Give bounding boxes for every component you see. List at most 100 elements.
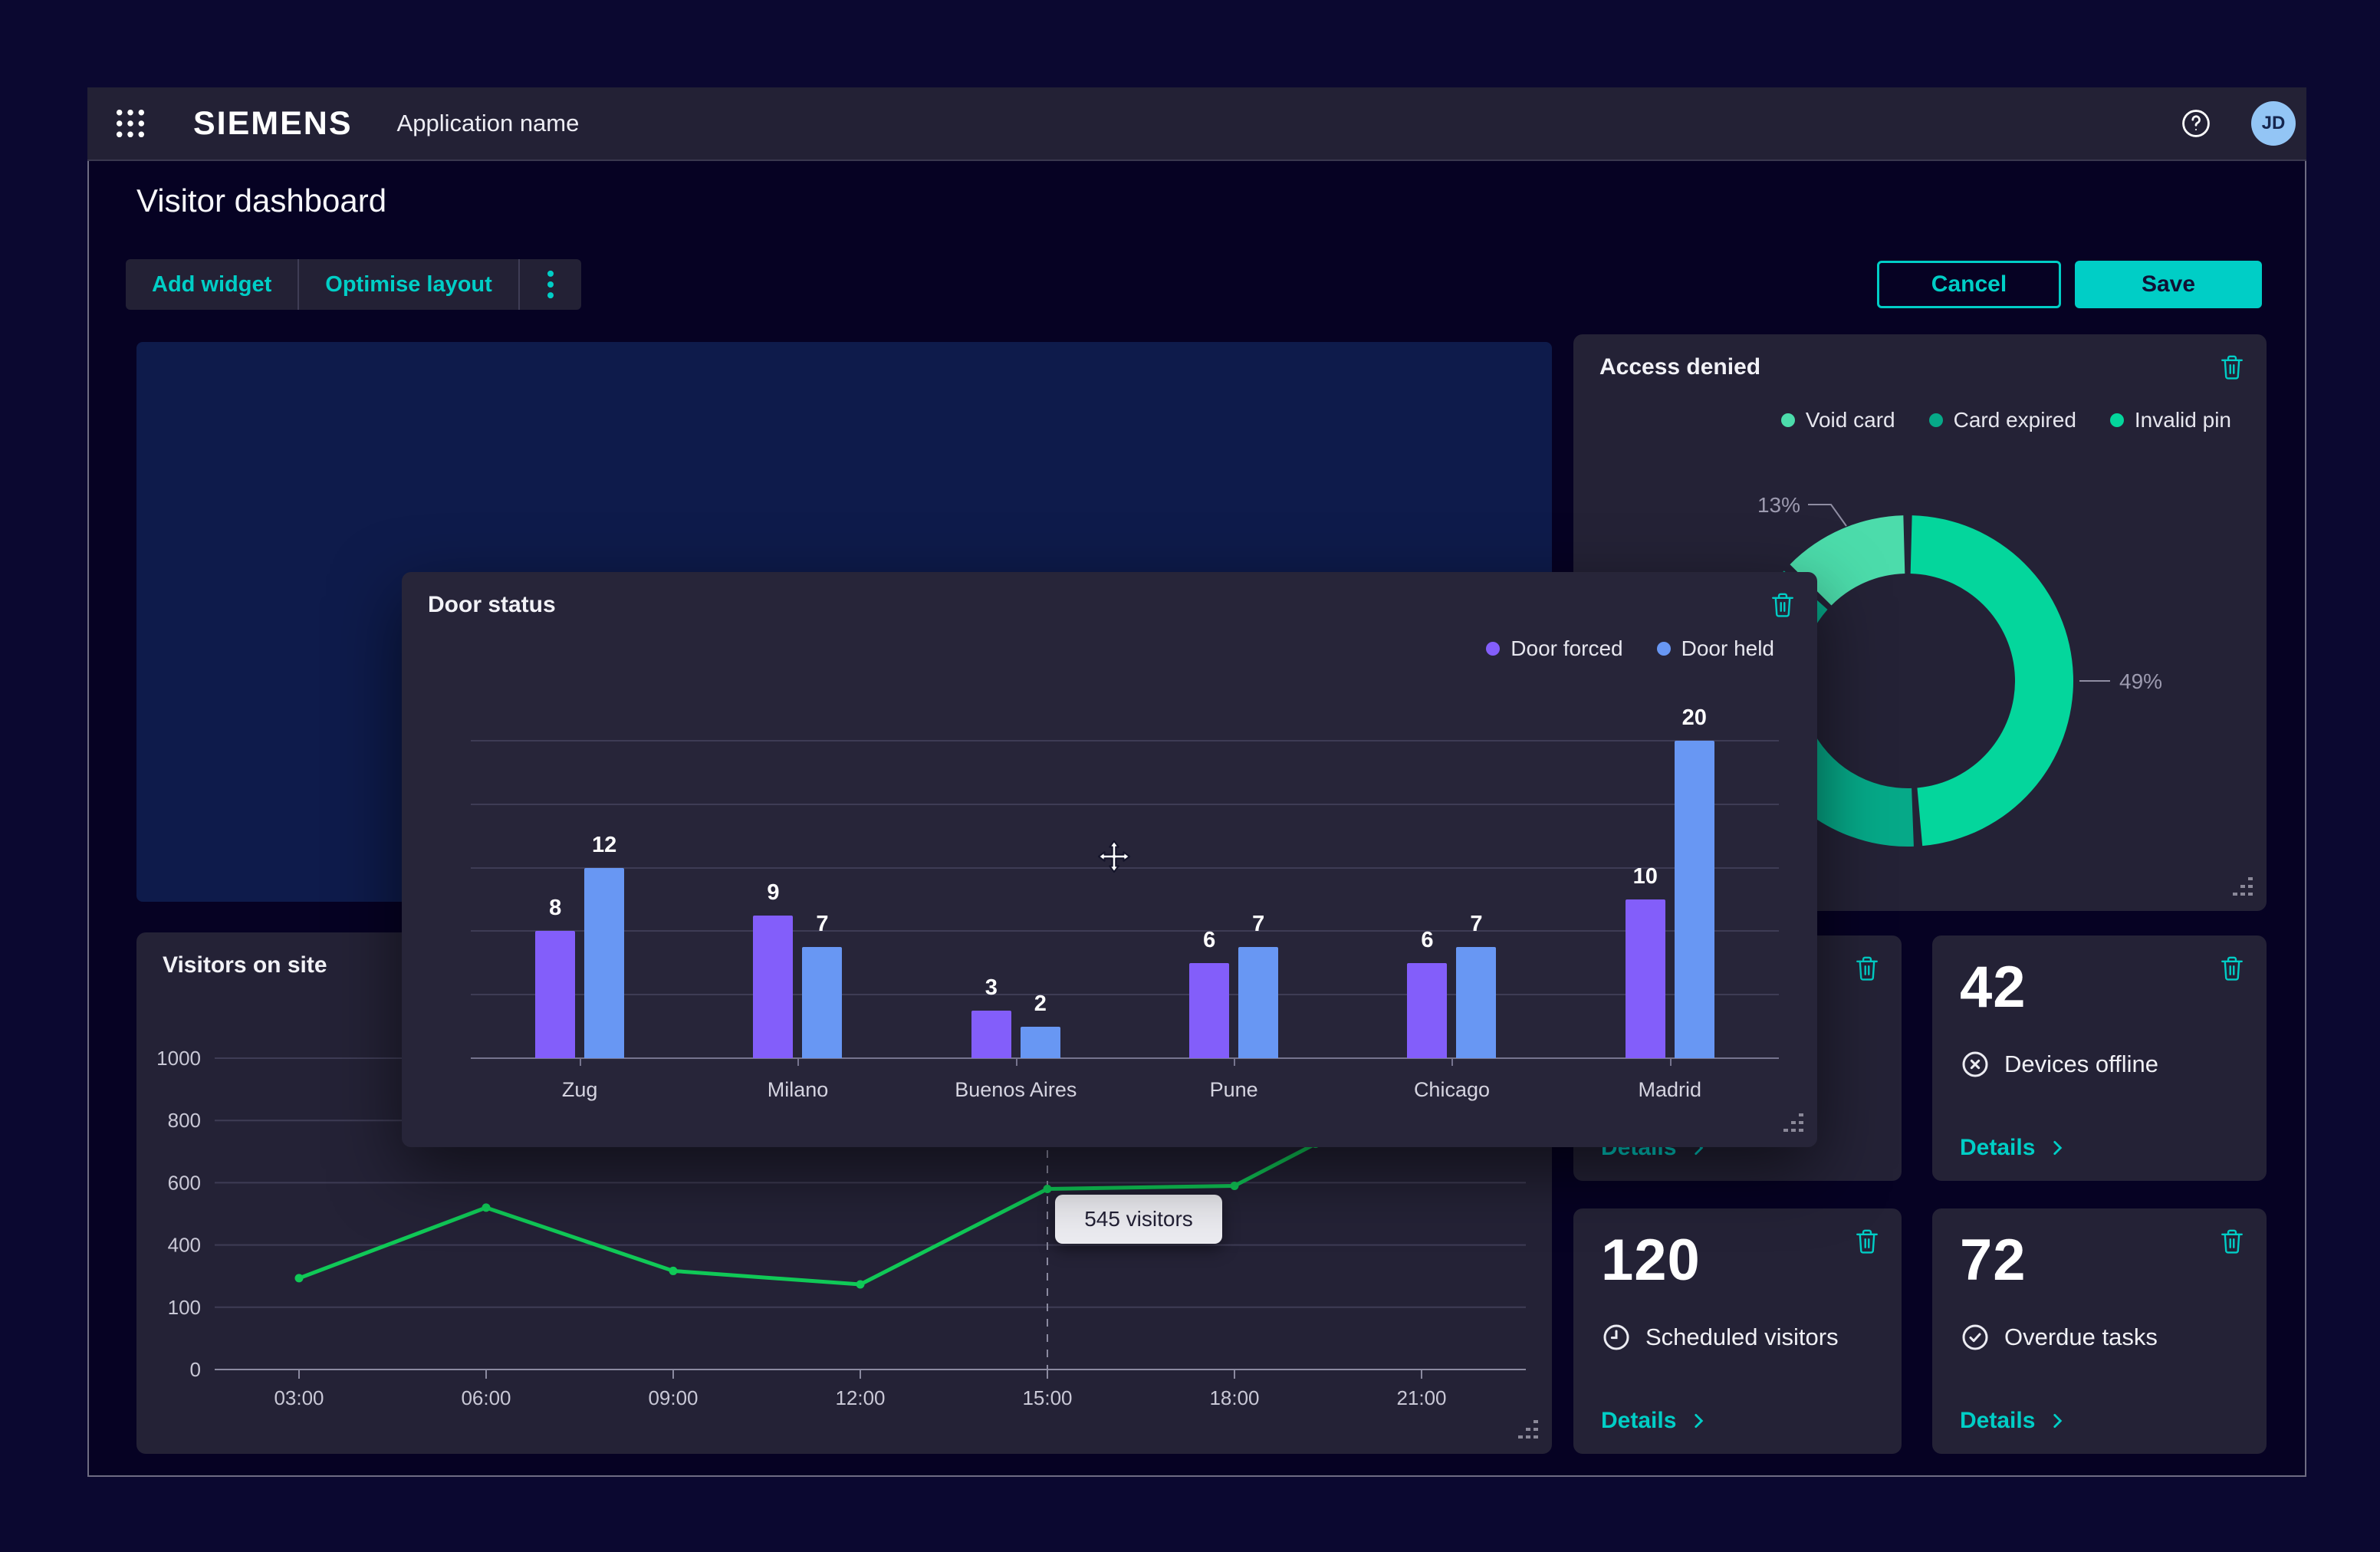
trash-icon — [1856, 956, 1878, 981]
bar-value-label: 2 — [1034, 991, 1047, 1016]
data-point-marker — [1230, 1181, 1239, 1190]
y-axis-label: 400 — [168, 1234, 201, 1257]
kpi-value: 42 — [1960, 955, 2027, 1020]
legend-dot — [1928, 413, 1943, 427]
user-avatar[interactable]: JD — [2251, 101, 2296, 146]
resize-handle[interactable] — [1517, 1419, 1540, 1442]
x-axis-label: 09:00 — [648, 1386, 698, 1409]
y-axis-label: 100 — [168, 1296, 201, 1319]
delete-widget-button[interactable] — [1854, 1227, 1880, 1256]
kpi-widget-scheduled-visitors[interactable]: 120 Scheduled visitors Details — [1573, 1208, 1902, 1454]
bar-door-forced: 8 — [535, 896, 576, 1058]
bar-door-held: 12 — [584, 833, 625, 1058]
bar-group-chicago: 6 7 Chicago — [1343, 741, 1560, 1101]
trash-icon — [1856, 1229, 1878, 1254]
legend-dot — [1656, 642, 1671, 656]
legend-item-door-forced: Door forced — [1486, 636, 1623, 661]
legend-item-void-card: Void card — [1780, 408, 1895, 432]
dashboard-toolbar: Add widget Optimise layout — [126, 259, 581, 310]
cancel-button[interactable]: Cancel — [1877, 261, 2061, 308]
delete-widget-button[interactable] — [2219, 353, 2245, 382]
bar-value-label: 6 — [1421, 927, 1434, 952]
bar-door-forced: 6 — [1189, 928, 1230, 1058]
y-axis-label: 600 — [168, 1171, 201, 1194]
door-status-legend: Door forced Door held — [1486, 636, 1774, 661]
details-label: Details — [1601, 1408, 1677, 1433]
chevron-right-icon — [2053, 1141, 2063, 1155]
details-label: Details — [1960, 1135, 2036, 1160]
bar-group-zug: 8 12 Zug — [471, 741, 689, 1101]
widget-title: Access denied — [1599, 354, 1761, 380]
delete-widget-button[interactable] — [2219, 954, 2245, 983]
app-launcher-icon[interactable] — [113, 107, 147, 140]
details-link[interactable]: Details — [1960, 1135, 2067, 1161]
kebab-icon — [547, 270, 554, 299]
x-axis-label: 06:00 — [461, 1386, 511, 1409]
app-header: SIEMENS Application name JD — [87, 87, 2306, 161]
donut-slice-invalid-pin — [1910, 515, 2074, 847]
bar-value-label: 7 — [816, 912, 829, 937]
legend-label: Void card — [1805, 408, 1895, 432]
legend-item-invalid-pin: Invalid pin — [2109, 408, 2231, 432]
bar-door-held: 7 — [1238, 912, 1279, 1058]
bar-value-label: 7 — [1252, 912, 1265, 937]
save-button[interactable]: Save — [2075, 261, 2262, 308]
category-label: Pune — [1209, 1078, 1258, 1101]
bar-value-label: 12 — [592, 832, 617, 857]
door-status-plot: 8 12 Zug 9 7 Milano 3 2 Buenos Aires 6 7 Pune 6 7 Chic… — [471, 705, 1779, 1101]
legend-dot — [1780, 413, 1795, 427]
trash-icon — [2221, 1229, 2243, 1254]
door-status-widget[interactable]: Door status Door forced Door held 8 12 Zug… — [402, 572, 1817, 1147]
details-label: Details — [1960, 1408, 2036, 1433]
resize-handle[interactable] — [1782, 1112, 1805, 1135]
legend-dot — [1486, 642, 1501, 656]
delete-widget-button[interactable] — [1770, 590, 1796, 620]
bar-door-held: 7 — [1456, 912, 1497, 1058]
bar-group-milano: 9 7 Milano — [689, 741, 906, 1101]
page-title: Visitor dashboard — [136, 182, 387, 219]
widget-title: Door status — [428, 592, 556, 617]
chevron-right-icon — [2053, 1414, 2063, 1428]
category-label: Chicago — [1413, 1078, 1490, 1101]
resize-handle[interactable] — [2231, 876, 2254, 899]
details-link[interactable]: Details — [1601, 1408, 1708, 1434]
legend-item-door-held: Door held — [1656, 636, 1774, 661]
delete-widget-button[interactable] — [2219, 1227, 2245, 1256]
bar-value-label: 6 — [1203, 927, 1216, 952]
data-point-marker — [1043, 1185, 1052, 1194]
trash-icon — [1772, 593, 1793, 617]
add-widget-button[interactable]: Add widget — [152, 271, 272, 297]
x-axis-label: 12:00 — [835, 1386, 885, 1409]
x-axis-label: 15:00 — [1022, 1386, 1072, 1409]
trash-icon — [2221, 956, 2243, 981]
donut-callout-label: 13% — [1757, 493, 1800, 517]
delete-widget-button[interactable] — [1854, 954, 1880, 983]
application-name: Application name — [396, 110, 580, 136]
legend-item-card-expired: Card expired — [1928, 408, 2076, 432]
kpi-label: Overdue tasks — [2004, 1323, 2158, 1350]
bar-group-madrid: 10 20 Madrid — [1561, 705, 1779, 1101]
chart-tooltip: 545 visitors — [1055, 1195, 1222, 1244]
bar-door-held: 7 — [802, 912, 843, 1058]
kpi-value: 72 — [1960, 1228, 2027, 1293]
bar-value-label: 3 — [985, 975, 998, 1000]
donut-callout-label: 49% — [2119, 669, 2162, 693]
device-offline-icon — [1960, 1049, 1990, 1080]
legend-label: Door held — [1681, 636, 1774, 660]
category-label: Buenos Aires — [955, 1078, 1077, 1101]
y-axis-label: 1000 — [156, 1047, 201, 1070]
help-icon[interactable] — [2179, 107, 2213, 140]
bar-value-label: 8 — [549, 896, 562, 921]
legend-dot — [2109, 413, 2124, 427]
x-axis-label: 03:00 — [274, 1386, 324, 1409]
more-options-button[interactable] — [518, 259, 581, 310]
optimise-layout-button[interactable]: Optimise layout — [298, 259, 518, 310]
kpi-widget-overdue-tasks[interactable]: 72 Overdue tasks Details — [1932, 1208, 2267, 1454]
bar-door-forced: 9 — [753, 880, 794, 1058]
check-circle-icon — [1960, 1322, 1990, 1353]
details-link[interactable]: Details — [1960, 1408, 2067, 1434]
kpi-widget-devices-offline[interactable]: 42 Devices offline Details — [1932, 935, 2267, 1181]
legend-label: Invalid pin — [2134, 408, 2231, 432]
clock-icon — [1601, 1322, 1632, 1353]
donut-slice-void-card — [1790, 515, 1905, 606]
